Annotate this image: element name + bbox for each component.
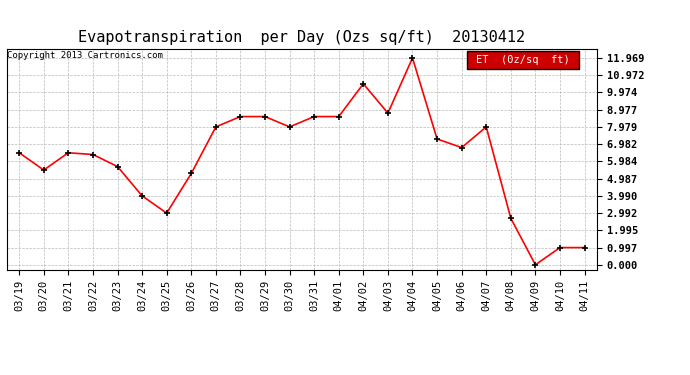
FancyBboxPatch shape bbox=[467, 51, 579, 69]
Title: Evapotranspiration  per Day (Ozs sq/ft)  20130412: Evapotranspiration per Day (Ozs sq/ft) 2… bbox=[78, 30, 526, 45]
Text: ET  (0z/sq  ft): ET (0z/sq ft) bbox=[476, 55, 570, 65]
Text: Copyright 2013 Cartronics.com: Copyright 2013 Cartronics.com bbox=[7, 51, 163, 60]
